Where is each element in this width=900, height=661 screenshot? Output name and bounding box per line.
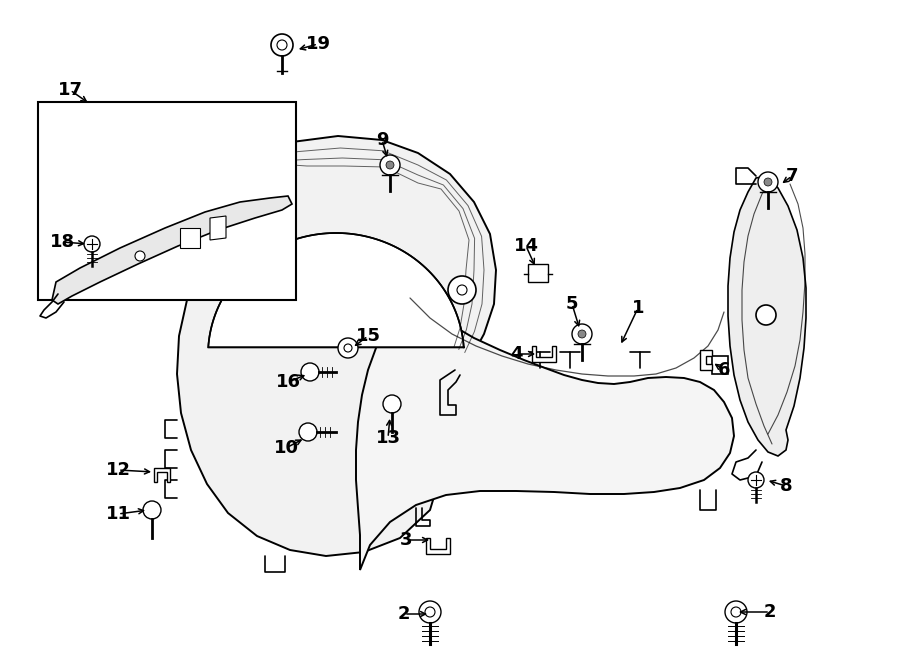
Circle shape — [725, 601, 747, 623]
Circle shape — [277, 40, 287, 50]
Text: 1: 1 — [632, 299, 644, 317]
Text: 18: 18 — [50, 233, 75, 251]
Text: 13: 13 — [375, 429, 401, 447]
Polygon shape — [712, 356, 728, 374]
Polygon shape — [426, 538, 450, 554]
Circle shape — [344, 344, 352, 352]
Polygon shape — [356, 285, 734, 570]
Polygon shape — [728, 176, 806, 456]
Circle shape — [425, 607, 435, 617]
Circle shape — [419, 601, 441, 623]
Text: 3: 3 — [400, 531, 412, 549]
Text: 2: 2 — [764, 603, 776, 621]
Circle shape — [572, 324, 592, 344]
Text: 5: 5 — [566, 295, 578, 313]
Circle shape — [764, 178, 772, 186]
Text: 10: 10 — [274, 439, 299, 457]
Text: 16: 16 — [275, 373, 301, 391]
Circle shape — [299, 423, 317, 441]
Polygon shape — [210, 216, 226, 240]
Circle shape — [731, 607, 741, 617]
Bar — [528, 264, 548, 282]
Polygon shape — [532, 346, 556, 362]
Circle shape — [383, 395, 401, 413]
Circle shape — [380, 155, 400, 175]
Polygon shape — [180, 228, 200, 248]
Circle shape — [271, 34, 293, 56]
Circle shape — [386, 161, 394, 169]
Text: 7: 7 — [786, 167, 798, 185]
Polygon shape — [154, 468, 170, 482]
Circle shape — [758, 172, 778, 192]
Circle shape — [143, 501, 161, 519]
Text: 4: 4 — [509, 345, 522, 363]
Circle shape — [578, 330, 586, 338]
Text: 12: 12 — [105, 461, 130, 479]
Circle shape — [457, 285, 467, 295]
Text: 14: 14 — [514, 237, 538, 255]
Text: 11: 11 — [105, 505, 130, 523]
Circle shape — [748, 472, 764, 488]
Polygon shape — [208, 233, 464, 347]
Circle shape — [448, 276, 476, 304]
Text: 19: 19 — [305, 35, 330, 53]
Text: 8: 8 — [779, 477, 792, 495]
Text: 6: 6 — [718, 361, 730, 379]
Polygon shape — [700, 350, 712, 370]
Text: 9: 9 — [376, 131, 388, 149]
Circle shape — [135, 251, 145, 261]
Text: 17: 17 — [58, 81, 83, 99]
Circle shape — [301, 363, 319, 381]
Text: 15: 15 — [356, 327, 381, 345]
Polygon shape — [177, 136, 496, 556]
Text: 2: 2 — [398, 605, 410, 623]
Circle shape — [338, 338, 358, 358]
Circle shape — [84, 236, 100, 252]
Bar — [38, 102, 296, 300]
Polygon shape — [52, 196, 292, 304]
Circle shape — [756, 305, 776, 325]
